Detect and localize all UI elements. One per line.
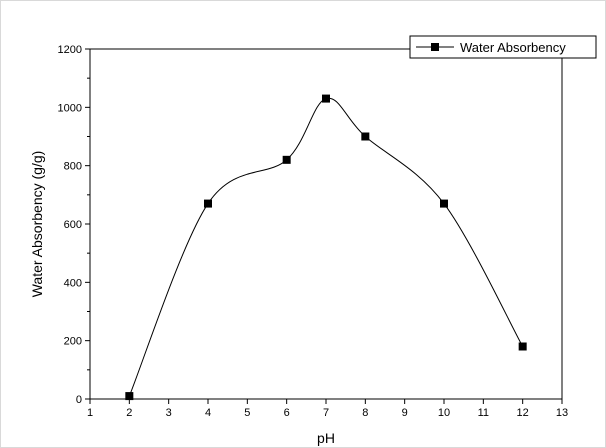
data-point-marker — [125, 392, 134, 401]
y-tick-label: 1200 — [58, 44, 82, 56]
data-point-marker — [204, 199, 212, 208]
x-tick-label: 4 — [205, 407, 211, 419]
data-point-marker — [518, 342, 527, 351]
x-tick-label: 2 — [126, 407, 132, 419]
x-axis-title: pH — [317, 430, 335, 446]
x-tick-label: 10 — [438, 407, 450, 419]
y-tick-label: 400 — [64, 277, 82, 289]
legend-box — [409, 35, 597, 59]
x-tick-label: 1 — [87, 407, 93, 419]
x-tick-label: 6 — [284, 407, 290, 419]
y-tick-label: 800 — [64, 161, 82, 173]
x-tick-label: 8 — [362, 407, 368, 419]
x-tick-label: 5 — [244, 407, 250, 419]
y-tick-label: 0 — [76, 394, 82, 406]
y-axis-title: Water Absorbency (g/g) — [29, 151, 45, 298]
data-point-marker — [322, 94, 330, 103]
data-point-marker — [282, 155, 291, 164]
x-tick-label: 9 — [402, 407, 408, 419]
x-tick-label: 7 — [323, 407, 329, 419]
y-tick-label: 1000 — [58, 102, 82, 114]
series-layer — [125, 94, 527, 401]
legend-series-label: Water Absorbency — [460, 40, 566, 55]
legend-marker-square — [431, 43, 439, 51]
y-tick-label: 200 — [64, 336, 82, 348]
x-tick-label: 13 — [556, 407, 568, 419]
data-point-marker — [361, 132, 370, 141]
x-tick-label: 3 — [166, 407, 172, 419]
x-axis-ticks: 1 2 3 4 5 6 7 8 9 10 11 12 13 — [87, 399, 568, 419]
x-tick-label: 12 — [517, 407, 529, 419]
y-axis-ticks: 0 200 400 600 800 1000 1200 — [58, 44, 90, 406]
legend: Water Absorbency — [409, 35, 597, 59]
x-tick-label: 11 — [478, 407, 489, 419]
y-tick-label: 600 — [64, 219, 82, 231]
data-point-marker — [440, 199, 448, 208]
